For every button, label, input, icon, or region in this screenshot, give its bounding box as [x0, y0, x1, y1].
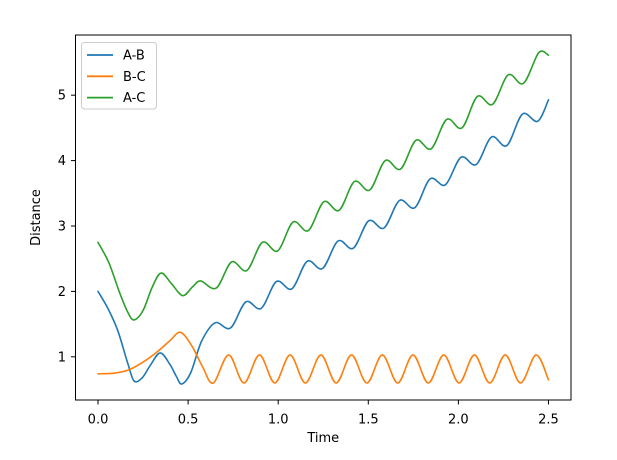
y-tick-label: 2 [58, 285, 66, 300]
axes-spines [75, 34, 572, 401]
x-tick-label: 0.5 [178, 413, 199, 428]
legend-label-A-C: A-C [123, 91, 145, 106]
legend-label-B-C: B-C [123, 70, 146, 85]
y-tick-label: 1 [58, 350, 66, 365]
x-tick-label: 2.5 [538, 413, 559, 428]
series-line-A-C [97, 50, 550, 321]
legend-box [81, 42, 157, 110]
x-tick-label: 1.5 [358, 413, 379, 428]
y-tick-label: 4 [58, 154, 66, 169]
y-axis-label: Distance [29, 189, 44, 246]
y-tick-label: 3 [58, 220, 66, 235]
plot-area [75, 35, 571, 400]
legend-label-A-B: A-B [123, 49, 145, 64]
x-axis-label: Time [306, 431, 339, 446]
x-tick-label: 2.0 [448, 413, 469, 428]
legend: A-B B-C A-C [81, 42, 157, 110]
x-tick-label: 0.0 [88, 413, 109, 428]
series-line-B-C [97, 331, 550, 384]
x-tick-label: 1.0 [268, 413, 289, 428]
series-line-A-B [97, 99, 550, 385]
y-tick-label: 5 [58, 89, 66, 104]
